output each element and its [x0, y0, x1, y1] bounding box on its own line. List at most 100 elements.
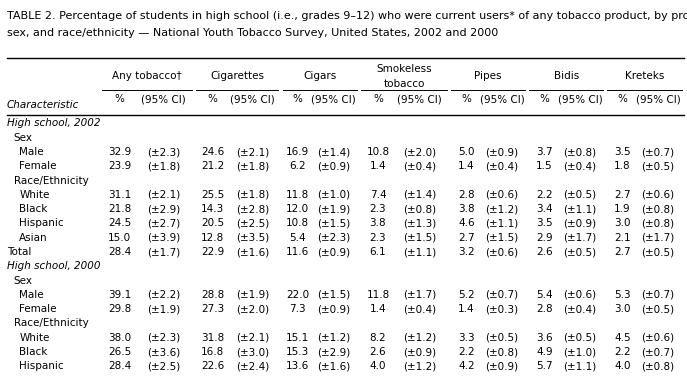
Text: 22.9: 22.9 [201, 247, 225, 257]
Text: 28.8: 28.8 [201, 290, 225, 300]
Text: tobacco: tobacco [383, 79, 425, 89]
Text: Male: Male [19, 290, 44, 300]
Text: (±1.7): (±1.7) [147, 247, 180, 257]
Text: (±0.6): (±0.6) [563, 290, 596, 300]
Text: 1.4: 1.4 [458, 161, 475, 171]
Text: Characteristic: Characteristic [7, 100, 79, 110]
Text: Pipes: Pipes [475, 71, 502, 82]
Text: (±0.4): (±0.4) [403, 161, 436, 171]
Text: (±0.6): (±0.6) [642, 190, 675, 200]
Text: 32.9: 32.9 [108, 147, 131, 157]
Text: (±1.6): (±1.6) [317, 361, 350, 371]
Text: (±2.7): (±2.7) [147, 218, 180, 229]
Text: 11.8: 11.8 [286, 190, 309, 200]
Text: (±0.9): (±0.9) [563, 218, 596, 229]
Text: (±1.2): (±1.2) [485, 204, 519, 214]
Text: (±0.6): (±0.6) [485, 190, 519, 200]
Text: (±3.5): (±3.5) [236, 233, 269, 243]
Text: (±2.1): (±2.1) [147, 190, 180, 200]
Text: Kreteks: Kreteks [624, 71, 664, 82]
Text: (±1.8): (±1.8) [236, 190, 269, 200]
Text: 3.7: 3.7 [536, 147, 553, 157]
Text: High school, 2002: High school, 2002 [7, 118, 100, 129]
Text: 11.8: 11.8 [366, 290, 390, 300]
Text: %: % [115, 94, 124, 104]
Text: (±0.9): (±0.9) [485, 147, 519, 157]
Text: (±2.9): (±2.9) [147, 204, 180, 214]
Text: 1.4: 1.4 [458, 304, 475, 314]
Text: 1.4: 1.4 [370, 161, 386, 171]
Text: 3.8: 3.8 [370, 218, 386, 229]
Text: 1.8: 1.8 [614, 161, 631, 171]
Text: (±1.7): (±1.7) [563, 233, 597, 243]
Text: 15.1: 15.1 [286, 333, 309, 343]
Text: 7.4: 7.4 [370, 190, 386, 200]
Text: (95% CI): (95% CI) [141, 94, 186, 104]
Text: White: White [19, 333, 49, 343]
Text: 2.2: 2.2 [614, 347, 631, 357]
Text: (±0.4): (±0.4) [563, 304, 596, 314]
Text: 7.3: 7.3 [289, 304, 306, 314]
Text: 5.4: 5.4 [536, 290, 553, 300]
Text: (±1.5): (±1.5) [485, 233, 519, 243]
Text: White: White [19, 190, 49, 200]
Text: (±0.5): (±0.5) [563, 190, 596, 200]
Text: (±0.9): (±0.9) [403, 347, 436, 357]
Text: (±2.3): (±2.3) [147, 147, 180, 157]
Text: (±2.4): (±2.4) [236, 361, 269, 371]
Text: (±1.5): (±1.5) [317, 218, 350, 229]
Text: (±1.9): (±1.9) [147, 304, 180, 314]
Text: (±1.1): (±1.1) [563, 204, 597, 214]
Text: (±0.8): (±0.8) [642, 204, 675, 214]
Text: 5.4: 5.4 [289, 233, 306, 243]
Text: (95% CI): (95% CI) [635, 94, 681, 104]
Text: 2.3: 2.3 [370, 204, 386, 214]
Text: 38.0: 38.0 [108, 333, 131, 343]
Text: (±1.1): (±1.1) [485, 218, 519, 229]
Text: (±1.1): (±1.1) [403, 247, 436, 257]
Text: (±0.5): (±0.5) [642, 304, 675, 314]
Text: (95% CI): (95% CI) [230, 94, 275, 104]
Text: 2.7: 2.7 [614, 247, 631, 257]
Text: (95% CI): (95% CI) [311, 94, 356, 104]
Text: 5.0: 5.0 [458, 147, 475, 157]
Text: 21.2: 21.2 [201, 161, 225, 171]
Text: (±0.9): (±0.9) [485, 361, 519, 371]
Text: 2.2: 2.2 [536, 190, 553, 200]
Text: (±2.2): (±2.2) [147, 290, 180, 300]
Text: Hispanic: Hispanic [19, 361, 64, 371]
Text: (±0.9): (±0.9) [317, 161, 350, 171]
Text: 8.2: 8.2 [370, 333, 386, 343]
Text: 3.2: 3.2 [458, 247, 475, 257]
Text: (95% CI): (95% CI) [558, 94, 602, 104]
Text: (±0.9): (±0.9) [317, 247, 350, 257]
Text: (±2.0): (±2.0) [403, 147, 436, 157]
Text: 1.9: 1.9 [614, 204, 631, 214]
Text: 10.8: 10.8 [366, 147, 390, 157]
Text: 4.9: 4.9 [536, 347, 553, 357]
Text: 11.6: 11.6 [286, 247, 309, 257]
Text: 1.4: 1.4 [370, 304, 386, 314]
Text: 31.1: 31.1 [108, 190, 131, 200]
Text: 23.9: 23.9 [108, 161, 131, 171]
Text: Female: Female [19, 161, 57, 171]
Text: (±1.8): (±1.8) [147, 161, 180, 171]
Text: Sex: Sex [14, 133, 33, 143]
Text: High school, 2000: High school, 2000 [7, 261, 100, 271]
Text: 2.1: 2.1 [614, 233, 631, 243]
Text: 5.2: 5.2 [458, 290, 475, 300]
Text: (±0.5): (±0.5) [563, 247, 596, 257]
Text: 4.5: 4.5 [614, 333, 631, 343]
Text: %: % [539, 94, 550, 104]
Text: 6.2: 6.2 [289, 161, 306, 171]
Text: 4.6: 4.6 [458, 218, 475, 229]
Text: (±0.4): (±0.4) [563, 161, 596, 171]
Text: 31.8: 31.8 [201, 333, 225, 343]
Text: (±1.3): (±1.3) [403, 218, 436, 229]
Text: (±1.4): (±1.4) [403, 190, 436, 200]
Text: 25.5: 25.5 [201, 190, 225, 200]
Text: 5.3: 5.3 [614, 290, 631, 300]
Text: %: % [293, 94, 302, 104]
Text: 39.1: 39.1 [108, 290, 131, 300]
Text: sex, and race/ethnicity — National Youth Tobacco Survey, United States, 2002 and: sex, and race/ethnicity — National Youth… [7, 28, 498, 38]
